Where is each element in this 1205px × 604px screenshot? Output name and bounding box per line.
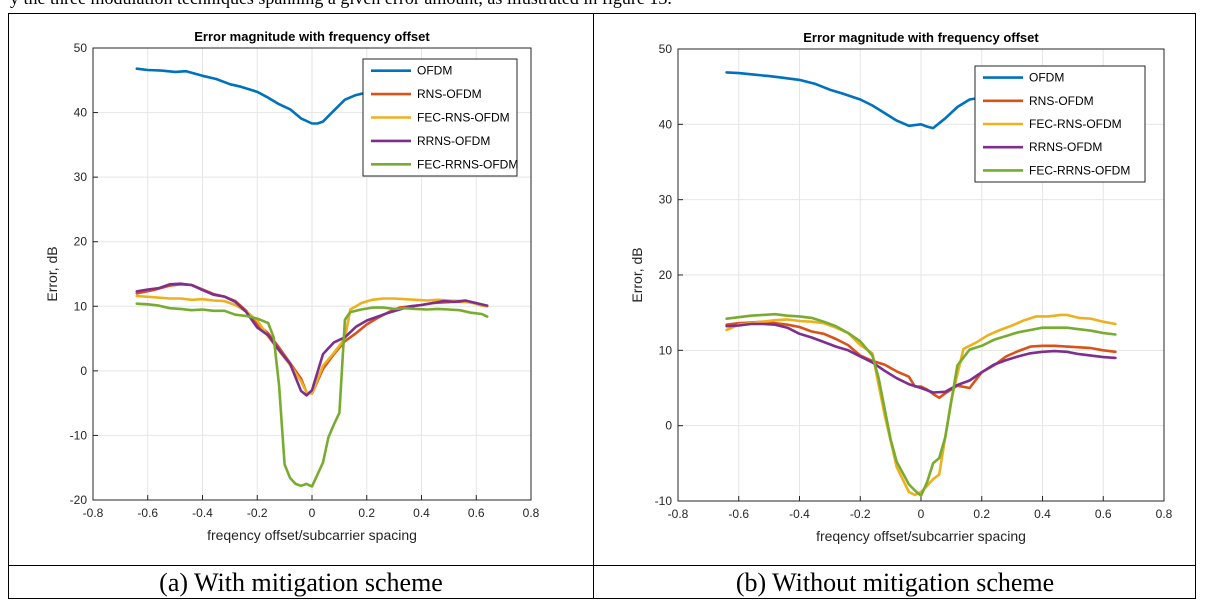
chart-title: Error magnitude with frequency offset — [803, 30, 1039, 45]
x-tick-label: -0.4 — [789, 507, 810, 521]
series-line-ofdm — [135, 67, 366, 125]
legend-entry: OFDM — [417, 64, 452, 78]
y-tick-label: 30 — [659, 193, 673, 207]
x-tick-label: 0.2 — [358, 506, 375, 520]
x-tick-label: 0 — [918, 507, 925, 521]
x-tick-label: 0.4 — [413, 506, 430, 520]
y-tick-label: -10 — [655, 494, 673, 508]
caption-b: (b) Without mitigation scheme — [735, 568, 1055, 597]
chart-title: Error magnitude with frequency offset — [194, 29, 430, 44]
legend-entry: RNS-OFDM — [1029, 94, 1094, 108]
series-line-fec-rrns-ofdm — [135, 302, 489, 488]
cell-divider-vertical — [593, 14, 594, 598]
cropped-body-text: y the three modulation techniques spanni… — [0, 0, 1205, 16]
x-tick-label: 0.6 — [1095, 507, 1112, 521]
y-tick-label: 40 — [659, 117, 673, 131]
cell-divider-horizontal — [9, 565, 1195, 566]
series-line-fec-rrns-ofdm — [725, 312, 1117, 498]
legend-entry: RNS-OFDM — [417, 87, 482, 101]
y-tick-label: 10 — [74, 299, 88, 313]
x-tick-label: 0 — [309, 506, 316, 520]
y-tick-label: 40 — [74, 106, 88, 120]
y-tick-label: 0 — [665, 419, 672, 433]
legend-entry: FEC-RRNS-OFDM — [1029, 163, 1130, 177]
caption-a: (a) With mitigation scheme — [159, 568, 443, 597]
legend-entry: FEC-RRNS-OFDM — [417, 157, 518, 171]
x-tick-label: 0.4 — [1034, 507, 1051, 521]
y-tick-label: 0 — [80, 364, 87, 378]
series-line-rrns-ofdm — [135, 282, 489, 397]
y-tick-label: -20 — [70, 493, 88, 507]
y-tick-label: 50 — [74, 41, 88, 55]
x-tick-label: 0.8 — [1156, 507, 1173, 521]
x-axis-label: freqency offset/subcarrier spacing — [207, 527, 417, 543]
x-tick-label: 0.8 — [523, 506, 540, 520]
chart-panel-b: -0.8 -0.6 -0.4 -0.2 0 0.2 0.4 0.6 0.8 -10 0 10 20 30 4… — [629, 30, 1173, 544]
series-line-ofdm — [725, 71, 981, 130]
x-tick-label: -0.8 — [668, 507, 689, 521]
y-tick-label: 50 — [659, 42, 673, 56]
chart-panel-a: -0.8 -0.6 -0.4 -0.2 0 0.2 0.4 0.6 0.8 -20 -10 0 10 20… — [44, 29, 540, 543]
figure-table: -0.8 -0.6 -0.4 -0.2 0 0.2 0.4 0.6 0.8 -20 -10 0 10 20… — [8, 13, 1196, 599]
legend-entry: FEC-RNS-OFDM — [1029, 117, 1122, 131]
y-axis-label: Error, dB — [44, 246, 60, 301]
x-tick-label: -0.6 — [137, 506, 158, 520]
series-line-fec-rns-ofdm — [135, 294, 489, 395]
y-axis-label: Error, dB — [629, 247, 645, 302]
body-text-line: y the three modulation techniques spanni… — [10, 0, 672, 9]
x-tick-label: -0.8 — [83, 506, 104, 520]
x-tick-label: -0.6 — [728, 507, 749, 521]
y-tick-label: 10 — [659, 343, 673, 357]
x-tick-label: -0.2 — [247, 506, 268, 520]
x-tick-label: 0.2 — [973, 507, 990, 521]
y-tick-label: 30 — [74, 170, 88, 184]
legend-entry: FEC-RNS-OFDM — [417, 111, 510, 125]
y-tick-label: -10 — [70, 428, 88, 442]
y-tick-label: 20 — [659, 268, 673, 282]
series-line-fec-rns-ofdm — [725, 313, 1117, 497]
x-tick-label: 0.6 — [468, 506, 485, 520]
series-line-rrns-ofdm — [725, 322, 1117, 394]
x-tick-label: -0.2 — [850, 507, 871, 521]
legend-entry: RRNS-OFDM — [417, 134, 490, 148]
legend-entry: OFDM — [1029, 71, 1064, 85]
y-tick-label: 20 — [74, 235, 88, 249]
legend-entry: RRNS-OFDM — [1029, 140, 1102, 154]
x-axis-label: freqency offset/subcarrier spacing — [816, 528, 1026, 544]
x-tick-label: -0.4 — [192, 506, 213, 520]
